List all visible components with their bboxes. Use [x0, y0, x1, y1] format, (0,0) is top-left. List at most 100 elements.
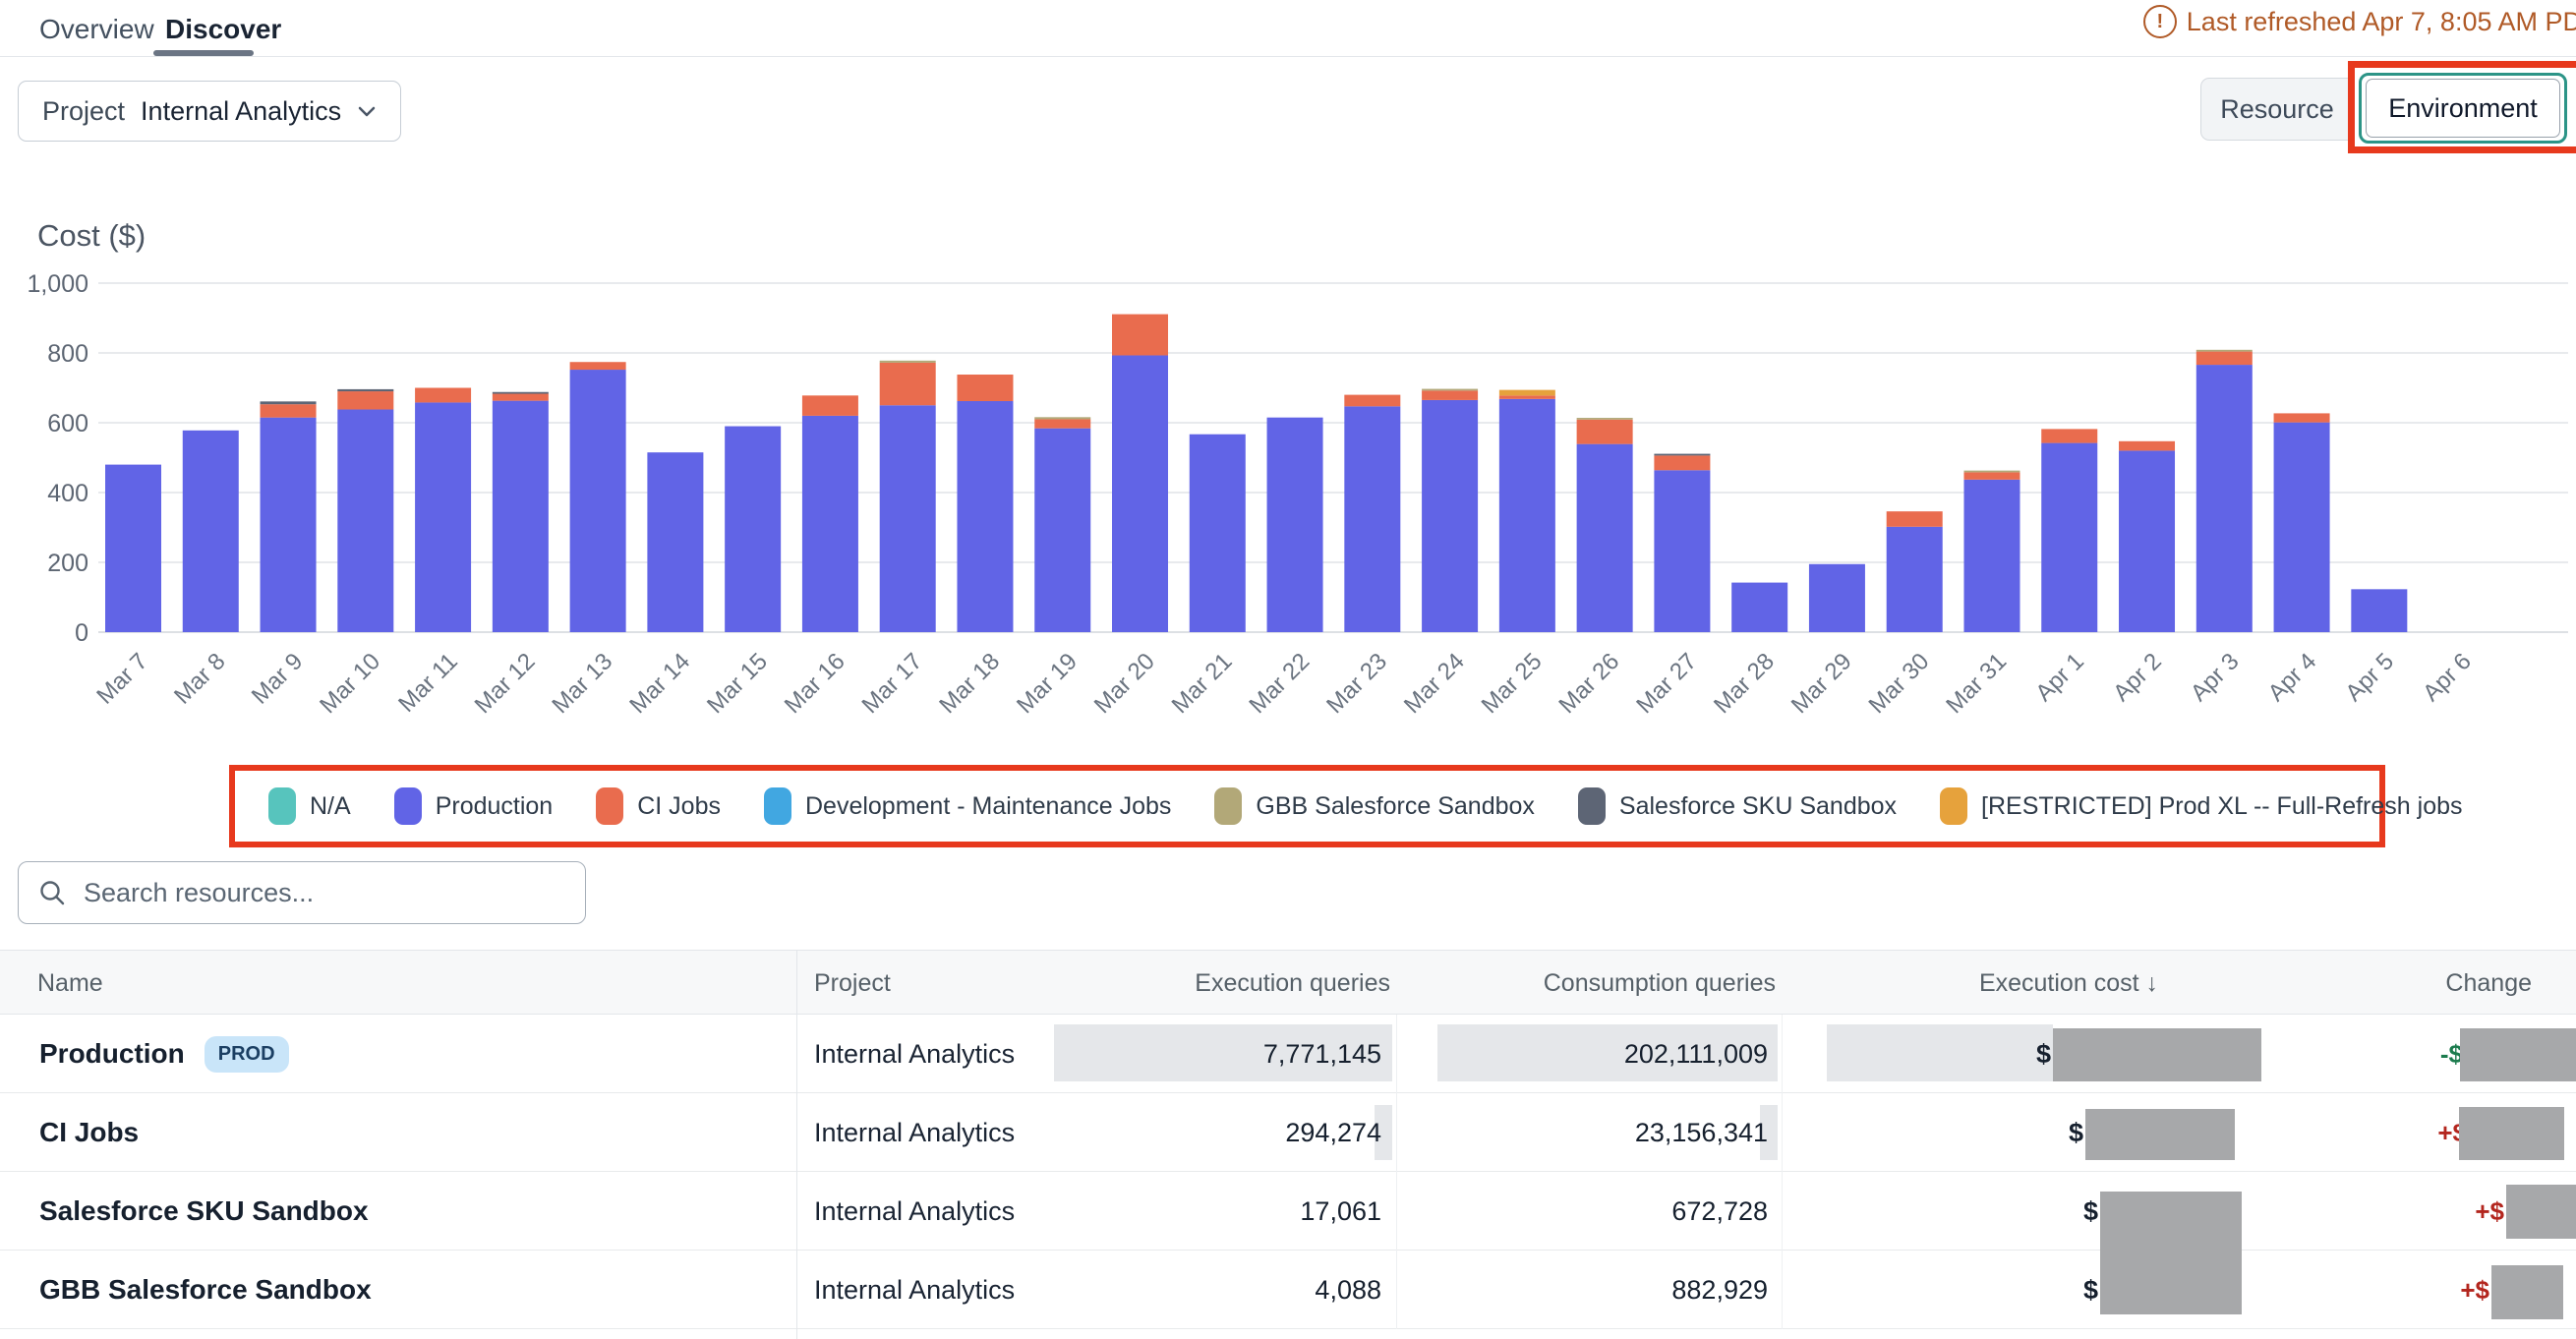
legend-item[interactable]: Development - Maintenance Jobs [764, 787, 1171, 825]
bar-segment[interactable] [725, 427, 781, 632]
bar-segment[interactable] [570, 370, 626, 632]
bar-segment[interactable] [1190, 435, 1246, 632]
column-header-execution-queries[interactable]: Execution queries [1195, 951, 1390, 1016]
bar-segment[interactable] [1499, 395, 1555, 399]
bar-segment[interactable] [1112, 315, 1168, 356]
bar-segment[interactable] [1034, 419, 1090, 428]
resource-name[interactable]: GBB Salesforce Sandbox [39, 1251, 372, 1329]
legend-item[interactable]: Production [394, 787, 554, 825]
bar-segment[interactable] [337, 410, 393, 632]
project-filter-value: Internal Analytics [141, 96, 341, 127]
bar-segment[interactable] [1034, 429, 1090, 632]
column-header-project[interactable]: Project [814, 951, 891, 1016]
bar-segment[interactable] [570, 362, 626, 370]
resource-name[interactable]: Salesforce SKU Sandbox [39, 1172, 369, 1251]
bar-segment[interactable] [337, 391, 393, 409]
bar-segment[interactable] [2119, 441, 2175, 451]
bar-segment[interactable] [1731, 583, 1787, 632]
tab-overview[interactable]: Overview [39, 14, 154, 45]
column-header-consumption-queries[interactable]: Consumption queries [1544, 951, 1776, 1016]
bar-segment[interactable] [2351, 589, 2407, 632]
resource-search [18, 861, 586, 924]
bar-segment[interactable] [1577, 420, 1633, 444]
bar-segment[interactable] [1034, 417, 1090, 419]
legend-item[interactable]: GBB Salesforce Sandbox [1214, 787, 1535, 825]
bar-segment[interactable] [2196, 350, 2253, 352]
bar-segment[interactable] [1422, 389, 1478, 391]
bar-segment[interactable] [105, 465, 161, 632]
x-axis-tick: Mar 26 [1553, 648, 1624, 719]
bar-segment[interactable] [647, 452, 703, 632]
bar-segment[interactable] [415, 402, 471, 632]
bar-segment[interactable] [880, 361, 936, 363]
bar-segment[interactable] [1422, 400, 1478, 632]
bar-segment[interactable] [1963, 480, 2020, 632]
bar-segment[interactable] [2196, 352, 2253, 365]
bar-segment[interactable] [1344, 395, 1400, 407]
bar-segment[interactable] [1654, 470, 1710, 632]
bar-segment[interactable] [1422, 390, 1478, 400]
bar-segment[interactable] [1112, 355, 1168, 632]
bar-segment[interactable] [493, 401, 549, 632]
legend-item[interactable]: N/A [268, 787, 351, 825]
bar-segment[interactable] [493, 392, 549, 394]
execution-cost-cell: $ [2069, 1093, 2083, 1172]
bar-segment[interactable] [1654, 454, 1710, 456]
header-divider [0, 56, 2576, 57]
bar-segment[interactable] [2119, 450, 2175, 632]
bar-segment[interactable] [1499, 390, 1555, 396]
x-axis-tick: Mar 9 [247, 648, 308, 709]
bar-segment[interactable] [1344, 406, 1400, 632]
bar-segment[interactable] [1809, 564, 1865, 632]
bar-segment[interactable] [1887, 527, 1943, 632]
prod-badge: PROD [205, 1036, 289, 1073]
bar-segment[interactable] [957, 401, 1013, 632]
bar-segment[interactable] [2196, 365, 2253, 632]
bar-segment[interactable] [880, 363, 936, 405]
resource-name[interactable]: ProductionPROD [39, 1015, 289, 1093]
resource-name[interactable]: CI Jobs [39, 1093, 139, 1172]
bar-segment[interactable] [2041, 429, 2097, 442]
bar-segment[interactable] [2274, 423, 2330, 632]
legend-item[interactable]: [RESTRICTED] Prod XL -- Full-Refresh job… [1940, 787, 2462, 825]
bar-segment[interactable] [802, 416, 858, 632]
column-header-execution-cost[interactable]: Execution cost ↓ [1979, 951, 2158, 1016]
bar-segment[interactable] [261, 401, 317, 404]
tab-discover[interactable]: Discover [165, 14, 281, 45]
bar-segment[interactable] [1887, 511, 1943, 527]
bar-segment[interactable] [337, 389, 393, 391]
svg-text:Mar 20: Mar 20 [1089, 648, 1160, 719]
svg-text:Mar 16: Mar 16 [780, 648, 850, 719]
svg-text:Mar 18: Mar 18 [934, 648, 1005, 719]
column-header-name[interactable]: Name [37, 951, 103, 1016]
group-by-environment-button[interactable]: Environment [2366, 79, 2560, 138]
bar-segment[interactable] [415, 388, 471, 403]
bar-segment[interactable] [261, 404, 317, 417]
bar-segment[interactable] [1963, 472, 2020, 479]
bar-segment[interactable] [1499, 399, 1555, 632]
bar-segment[interactable] [957, 375, 1013, 401]
bar-segment[interactable] [1577, 444, 1633, 632]
bar-segment[interactable] [493, 394, 549, 401]
bar-segment[interactable] [1577, 418, 1633, 420]
search-input[interactable] [82, 877, 565, 909]
bar-segment[interactable] [261, 418, 317, 632]
bar-segment[interactable] [2041, 443, 2097, 632]
group-by-resource-button[interactable]: Resource [2200, 78, 2353, 141]
bar-segment[interactable] [880, 405, 936, 632]
bar-segment[interactable] [1654, 455, 1710, 470]
legend-item[interactable]: Salesforce SKU Sandbox [1578, 787, 1897, 825]
legend-item[interactable]: CI Jobs [596, 787, 721, 825]
x-axis-tick: Mar 22 [1244, 648, 1315, 719]
project-filter-label: Project [42, 96, 125, 127]
bar-segment[interactable] [2274, 413, 2330, 422]
column-header-change[interactable]: Change [2445, 951, 2532, 1016]
change-cell: +$ [2460, 1251, 2489, 1329]
bar-segment[interactable] [1963, 471, 2020, 473]
sort-desc-icon: ↓ [2146, 969, 2159, 998]
x-axis-tick: Mar 29 [1786, 648, 1857, 719]
bar-segment[interactable] [1267, 418, 1323, 632]
bar-segment[interactable] [802, 395, 858, 416]
project-filter-dropdown[interactable]: Project Internal Analytics [18, 81, 401, 142]
bar-segment[interactable] [183, 431, 239, 632]
